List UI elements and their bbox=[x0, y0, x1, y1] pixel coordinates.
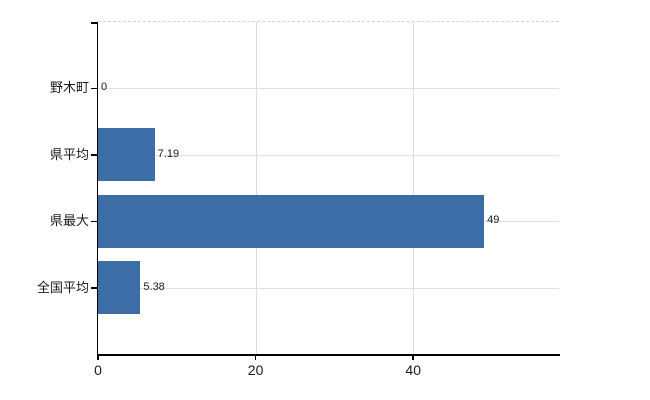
y-axis-tick bbox=[91, 220, 98, 223]
gridline-vertical bbox=[413, 22, 415, 354]
x-axis-line bbox=[98, 354, 560, 356]
x-tick-label: 20 bbox=[247, 362, 264, 378]
x-tick-label: 40 bbox=[405, 362, 421, 378]
category-label: 県最大 bbox=[49, 213, 89, 229]
y-axis-tick bbox=[91, 287, 98, 289]
x-axis-tick bbox=[97, 354, 99, 360]
y-axis-tick bbox=[91, 154, 98, 156]
category-label: 全国平均 bbox=[36, 279, 89, 295]
gridline-horizontal bbox=[98, 88, 559, 90]
bar-value-label: 0 bbox=[101, 81, 108, 94]
gridline-vertical bbox=[255, 22, 257, 354]
y-axis-tick bbox=[91, 87, 98, 90]
gridline-horizontal bbox=[98, 154, 559, 156]
category-label: 野木町 bbox=[49, 80, 89, 96]
x-axis-tick bbox=[412, 354, 414, 360]
bar-value-label: 49 bbox=[487, 214, 500, 227]
bar-value-label: 5.38 bbox=[143, 280, 165, 293]
bar-value-label: 7.19 bbox=[157, 147, 180, 160]
x-axis-tick bbox=[254, 354, 257, 360]
bar bbox=[98, 261, 141, 315]
y-axis-line bbox=[96, 22, 98, 355]
y-axis-top-tick bbox=[91, 22, 98, 24]
bar bbox=[98, 128, 155, 182]
category-label: 県平均 bbox=[49, 146, 89, 162]
x-tick-label: 0 bbox=[94, 362, 102, 378]
plot-top-border bbox=[98, 21, 559, 22]
gridline-horizontal bbox=[98, 287, 559, 289]
bar bbox=[98, 194, 485, 248]
